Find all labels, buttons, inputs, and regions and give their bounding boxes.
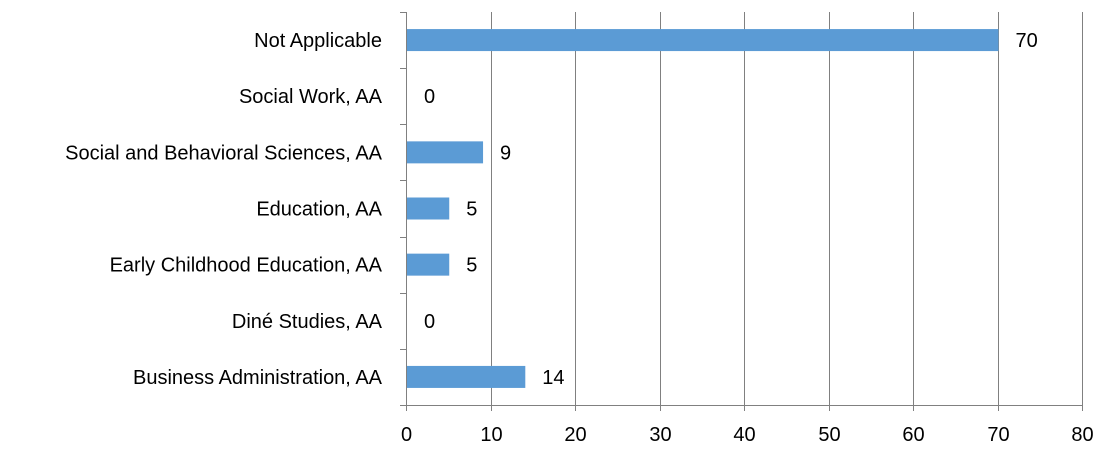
data-label: 9 [500, 142, 511, 164]
x-tick-label: 60 [902, 424, 924, 446]
bar [407, 197, 450, 220]
category-label: Not Applicable [254, 30, 382, 52]
x-tick-label: 50 [818, 424, 840, 446]
category-label: Early Childhood Education, AA [110, 255, 383, 277]
category-label: Education, AA [256, 199, 382, 221]
data-label: 5 [466, 199, 477, 221]
x-tick-label: 40 [733, 424, 755, 446]
category-label: Diné Studies, AA [232, 311, 383, 333]
data-label: 0 [424, 86, 435, 108]
bar [407, 29, 999, 52]
data-label: 0 [424, 311, 435, 333]
gridlines [491, 12, 1083, 405]
x-tick-label: 30 [649, 424, 671, 446]
category-label: Social and Behavioral Sciences, AA [65, 142, 383, 164]
data-labels: 70 0 9 5 5 0 14 [424, 30, 1038, 389]
x-tick-label: 20 [564, 424, 586, 446]
category-label: Business Administration, AA [133, 367, 383, 389]
data-label: 70 [1016, 30, 1038, 52]
bar [407, 141, 484, 164]
x-tick-labels: 0 10 20 30 40 50 60 70 80 [401, 424, 1094, 446]
x-tick-label: 0 [401, 424, 412, 446]
data-label: 14 [542, 367, 564, 389]
data-label: 5 [466, 255, 477, 277]
x-tick-label: 80 [1071, 424, 1093, 446]
bar [407, 253, 450, 276]
bars [407, 29, 999, 388]
category-label: Social Work, AA [239, 86, 383, 108]
x-tick-label: 10 [480, 424, 502, 446]
bar [407, 365, 526, 388]
category-labels: Not Applicable Social Work, AA Social and … [65, 30, 383, 389]
axes [400, 12, 1083, 411]
x-tick-label: 70 [987, 424, 1009, 446]
